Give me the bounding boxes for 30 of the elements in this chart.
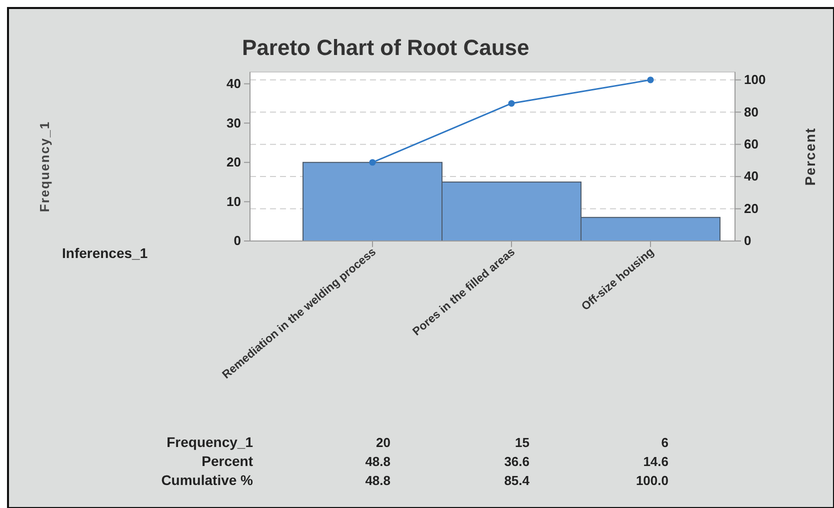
y-tick-label: 40 (226, 76, 241, 91)
y-tick-label: 20 (226, 154, 241, 170)
text: 48.8 (365, 454, 390, 469)
text: Cumulative % (161, 472, 254, 488)
y-tick-label: 30 (226, 115, 241, 130)
y2-tick-label: 80 (744, 104, 758, 120)
y2-tick-label: 100 (744, 72, 766, 88)
y2-tick-label: 40 (744, 168, 758, 184)
y2-tick-label: 60 (744, 136, 758, 152)
text: Percent (202, 453, 254, 469)
y-tick-label: 10 (226, 194, 241, 209)
point (369, 159, 376, 166)
point (647, 76, 654, 84)
text: 14.6 (643, 454, 668, 469)
data-label: 48.8 (365, 473, 390, 488)
y2-axis-title: Percent (802, 127, 818, 186)
data-label: 15 (515, 435, 530, 450)
text: Inferences_1 (62, 245, 148, 261)
chart-title: Pareto Chart of Root Cause (242, 35, 530, 60)
text: 36.6 (504, 454, 530, 469)
data-label: 100.0 (636, 473, 668, 488)
data-label: 20 (376, 435, 390, 450)
y2-tick-label: 20 (744, 200, 758, 216)
text: Frequency_1 (37, 120, 52, 212)
data-label: 85.4 (504, 473, 530, 488)
text: Frequency_1 (166, 434, 254, 450)
data-label: 6 (661, 435, 668, 450)
y2-tick-label: 0 (744, 233, 752, 248)
y-tick-label: 0 (234, 233, 241, 248)
point (508, 100, 515, 107)
